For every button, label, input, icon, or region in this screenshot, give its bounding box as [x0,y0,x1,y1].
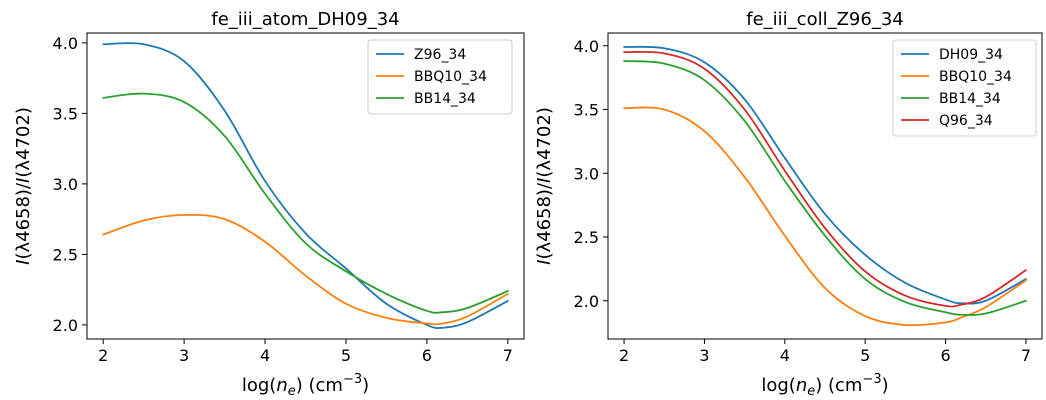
chart2-xlabel-log: log( [761,375,795,396]
chart1-xlabel-log: log( [242,375,276,396]
chart1-xtick-label: 5 [341,346,351,365]
chart2-ytick-label: 3.0 [574,164,599,183]
chart2-series-line-bb14-34 [623,60,1027,316]
chart2-ytick-label: 2.0 [574,292,599,311]
chart2-xlabel-sub: e [807,384,815,399]
chart1-series-line-bb14-34 [102,92,509,314]
chart1-ylabel: I(λ4658)/I(λ4702) [13,107,34,265]
chart2-axes-frame [607,32,1043,340]
chart2-series-line-dh09-34 [623,45,1027,305]
chart2-legend-box [892,39,1037,137]
chart2-xlabel: log(ne) (cm−3) [761,372,888,399]
chart1-xtick-label: 3 [179,346,189,365]
chart1-ytick-label: 2.5 [53,245,78,264]
chart2-ylabel-mid: (λ4658)/ [534,182,555,260]
chart1-axes-frame [86,32,525,340]
chart1-xtick-label: 4 [260,346,270,365]
chart2-xtick-label: 6 [940,346,950,365]
chart1-xlabel-exp: −3 [343,372,362,387]
chart1-ylabel-i2: I [13,178,34,183]
chart2-ytick-label: 2.5 [574,228,599,247]
chart2-series-line-bbq10-34 [623,106,1027,327]
chart1-xlabel-sub: e [288,384,296,399]
chart2-legend-label: DH09_34 [939,47,1003,63]
chart2-xtick-label: 4 [780,346,790,365]
chart2-xlabel-close: ) [882,375,889,396]
chart1-legend-label: BBQ10_34 [414,69,487,85]
chart1: fe_iii_atom_DH09_34 2 3 4 5 6 7 2.0 2.5 3.0 3.5 4.0… [13,9,525,399]
chart1-legend-box [367,39,513,115]
chart2-ytick-label: 4.0 [574,37,599,56]
chart2-xtick-label: 3 [699,346,709,365]
chart1-ytick-label: 4.0 [53,34,78,53]
chart1-ytick-label: 3.5 [53,104,78,123]
chart1-ylabel-mid: (λ4658)/ [13,182,34,260]
chart1-legend-label: BB14_34 [414,91,476,107]
chart2-ytick-label: 3.5 [574,101,599,120]
chart2-ylabel-i2: I [534,178,555,183]
chart1-xtick-label: 2 [98,346,108,365]
chart2-legend-label: Q96_34 [939,113,993,129]
chart2-legend-label: BBQ10_34 [939,69,1012,85]
chart2-plot-area [623,45,1027,327]
chart1-series-line-bbq10-34 [102,213,509,326]
chart2-legend-label: BB14_34 [939,91,1001,107]
chart1-xlabel-close: ) [362,375,369,396]
chart1-xlabel-unit: ) (cm [296,375,343,396]
chart2-xtick-label: 7 [1021,346,1031,365]
chart1-ytick-label: 2.0 [53,316,78,335]
chart1-legend-label: Z96_34 [414,47,466,63]
chart2: fe_iii_coll_Z96_34 2 3 4 5 6 7 2.0 2.5 3.0 3.5 4.0 l… [534,9,1043,399]
chart2-xlabel-exp: −3 [862,372,881,387]
chart1-ylabel-post: (λ4702) [13,107,34,178]
chart1-xlabel: log(ne) (cm−3) [242,372,369,399]
chart2-ylabel-post: (λ4702) [534,107,555,178]
chart1-xtick-label: 6 [422,346,432,365]
chart1-plot-area [102,42,509,329]
chart2-xtick-label: 5 [860,346,870,365]
chart2-xtick-label: 2 [619,346,629,365]
chart2-xlabel-unit: ) (cm [815,375,862,396]
chart2-ylabel-i1: I [534,260,555,265]
chart2-title: fe_iii_coll_Z96_34 [746,9,903,30]
chart2-ylabel: I(λ4658)/I(λ4702) [534,107,555,265]
chart1-xlabel-n: n [276,375,287,396]
chart2-series-line-q96-34 [623,50,1027,308]
chart1-xtick-label: 7 [503,346,513,365]
chart1-ytick-label: 3.0 [53,175,78,194]
chart1-series-line-z96-34 [102,42,509,329]
chart1-ylabel-i1: I [13,260,34,265]
chart1-title: fe_iii_atom_DH09_34 [211,9,399,30]
chart2-xlabel-n: n [796,375,807,396]
